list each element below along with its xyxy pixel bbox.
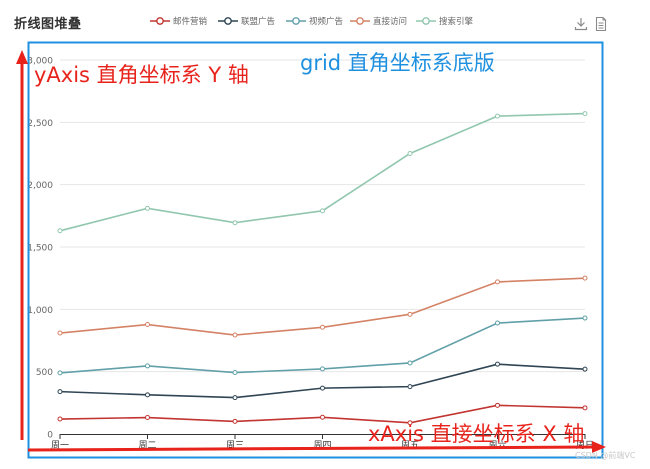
x-tick-label: 周四 <box>313 440 331 451</box>
y-tick-label: 0 <box>47 431 53 441</box>
data-point[interactable] <box>232 370 238 376</box>
x-tick-label: 周二 <box>138 440 156 451</box>
data-point[interactable] <box>407 151 413 156</box>
data-point[interactable] <box>57 228 63 234</box>
legend-item[interactable]: 搜索引擎 <box>416 13 473 29</box>
y-tick-label: 3,000 <box>27 57 53 67</box>
grid-annotation: grid 直角坐标系底版 <box>300 51 495 75</box>
legend-label: 搜索引擎 <box>439 17 474 27</box>
data-point[interactable] <box>582 405 588 411</box>
series-直接访问 <box>57 275 588 338</box>
y-tick-label: 1,500 <box>27 244 53 254</box>
data-point[interactable] <box>57 389 63 395</box>
data-point[interactable] <box>582 111 588 117</box>
legend-item[interactable]: 直接访问 <box>350 13 407 29</box>
yaxis-arrow-head <box>16 50 28 64</box>
data-point[interactable] <box>232 220 238 226</box>
watermark: CSDN @前端VC <box>575 451 636 460</box>
data-point[interactable] <box>145 322 150 328</box>
data-view-icon[interactable] <box>593 16 609 32</box>
data-point[interactable] <box>320 414 325 420</box>
data-point[interactable] <box>320 366 325 372</box>
data-point[interactable] <box>495 402 500 408</box>
series-视频广告 <box>57 315 588 376</box>
data-point[interactable] <box>407 420 413 426</box>
legend-label: 直接访问 <box>373 17 408 27</box>
xaxis-arrow-shaft <box>27 445 596 452</box>
data-point[interactable] <box>232 418 238 424</box>
xaxis-annotation: xAxis 直接坐标系 X 轴 <box>368 422 585 446</box>
data-point[interactable] <box>495 279 500 285</box>
x-tick-label: 周三 <box>226 440 244 451</box>
legend-label: 视频广告 <box>309 17 344 27</box>
download-icon[interactable] <box>573 16 589 32</box>
x-tick-label: 周日 <box>576 440 594 451</box>
data-point[interactable] <box>320 385 325 391</box>
data-point[interactable] <box>407 384 413 390</box>
grid-outline <box>27 41 604 459</box>
legend-line-circle-icon <box>416 17 436 25</box>
data-point[interactable] <box>582 275 588 281</box>
data-point[interactable] <box>495 113 500 119</box>
data-point[interactable] <box>407 360 413 366</box>
data-point[interactable] <box>145 415 150 421</box>
data-point[interactable] <box>57 370 63 376</box>
legend-item[interactable]: 视频广告 <box>286 13 343 29</box>
data-point[interactable] <box>57 330 63 336</box>
yaxis-annotation: yAxis 直角坐标系 Y 轴 <box>34 63 249 87</box>
legend-item[interactable]: 邮件营销 <box>150 13 207 29</box>
data-point[interactable] <box>320 324 325 330</box>
legend-label: 邮件营销 <box>173 17 208 27</box>
data-point[interactable] <box>495 361 500 367</box>
legend-line-circle-icon <box>350 17 370 25</box>
legend-line-circle-icon <box>286 17 306 25</box>
data-point[interactable] <box>582 315 588 321</box>
data-point[interactable] <box>57 416 63 422</box>
x-tick-label: 周五 <box>401 440 419 451</box>
data-point[interactable] <box>407 311 413 317</box>
data-point[interactable] <box>145 392 150 398</box>
data-point[interactable] <box>145 363 150 369</box>
y-tick-label: 2,000 <box>27 181 53 191</box>
data-point[interactable] <box>145 205 150 211</box>
legend-line-circle-icon <box>150 17 170 25</box>
data-point[interactable] <box>495 320 500 326</box>
xaxis-arrow-head <box>592 441 606 453</box>
data-point[interactable] <box>320 208 325 214</box>
data-point[interactable] <box>232 332 238 338</box>
legend-line-circle-icon <box>218 17 238 25</box>
legend-label: 联盟广告 <box>241 17 276 27</box>
series-邮件营销 <box>57 402 588 426</box>
y-tick-label: 2,500 <box>27 119 53 129</box>
x-tick-label: 周一 <box>51 440 69 451</box>
data-point[interactable] <box>232 395 238 401</box>
chart-title: 折线图堆叠 <box>14 17 82 32</box>
data-point[interactable] <box>582 366 588 372</box>
legend-item[interactable]: 联盟广告 <box>218 13 275 29</box>
y-tick-label: 1,000 <box>27 306 53 316</box>
y-tick-label: 500 <box>36 368 53 378</box>
series-联盟广告 <box>57 361 588 401</box>
series-搜索引擎 <box>57 111 588 234</box>
